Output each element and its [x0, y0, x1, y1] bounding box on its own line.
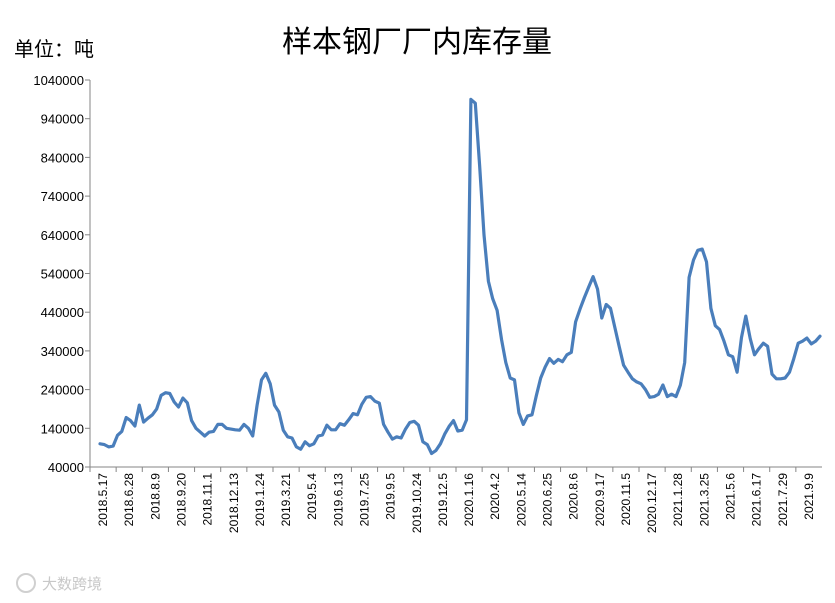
x-tick-label: 2021.6.17 — [750, 473, 764, 527]
y-tick-label: 640000 — [41, 228, 84, 243]
x-tick-label: 2018.12.13 — [227, 473, 241, 533]
series-line-0 — [98, 97, 822, 456]
watermark-logo-icon — [16, 573, 36, 593]
x-tick-label: 2021.5.6 — [724, 473, 738, 520]
axes — [89, 80, 822, 468]
x-tick-label: 2020.12.17 — [645, 473, 659, 533]
x-tick-label: 2020.4.2 — [488, 473, 502, 520]
x-tick-label: 2019.1.24 — [253, 473, 267, 527]
unit-label: 单位：吨 — [14, 37, 94, 61]
x-tick-label: 2021.9.9 — [802, 473, 816, 520]
y-tick-label: 540000 — [41, 267, 84, 282]
y-tick-label: 340000 — [41, 344, 84, 359]
y-tick-label: 240000 — [41, 383, 84, 398]
y-tick-label: 140000 — [41, 421, 84, 436]
x-tick-label: 2021.3.25 — [697, 473, 711, 527]
watermark-text: 大数跨境 — [42, 575, 102, 593]
x-tick-label: 2018.6.28 — [122, 473, 136, 527]
y-tick-label: 940000 — [41, 112, 84, 127]
x-tick-label: 2019.10.24 — [410, 473, 424, 533]
x-tick-label: 2018.11.1 — [201, 473, 215, 526]
x-tick-label: 2020.1.16 — [462, 473, 476, 527]
x-tick-label: 2020.6.25 — [541, 473, 555, 527]
x-tick-label: 2019.5.4 — [305, 473, 319, 520]
x-tick-label: 2018.8.9 — [148, 473, 162, 520]
x-tick-label: 2019.12.5 — [436, 473, 450, 527]
x-tick-label: 2020.9.17 — [593, 473, 607, 527]
x-tick-label: 2019.6.13 — [331, 473, 345, 527]
x-tick-label: 2019.3.21 — [279, 473, 293, 527]
y-tick-label: 840000 — [41, 150, 84, 165]
x-tick-label: 2021.7.29 — [776, 473, 790, 527]
x-tick-label: 2018.9.20 — [175, 473, 189, 527]
y-axis-ticks: 40000 140000 240000 340000 440000 540000 64000… — [33, 73, 90, 475]
y-tick-label: 1040000 — [33, 73, 84, 88]
x-tick-label: 2018.5.17 — [96, 473, 110, 527]
series-group — [98, 97, 822, 456]
x-tick-label: 2019.7.25 — [358, 473, 372, 527]
y-tick-label: 740000 — [41, 189, 84, 204]
y-tick-label: 440000 — [41, 305, 84, 320]
x-tick-label: 2019.9.5 — [384, 473, 398, 520]
watermark: 大数跨境 — [16, 573, 102, 593]
x-tick-label: 2021.1.28 — [671, 473, 685, 527]
y-tick-label: 40000 — [48, 460, 84, 475]
x-axis-ticks: 2018.5.17 2018.6.28 2018.8.9 2018.9.20 2018.… — [89, 467, 816, 533]
x-tick-label: 2020.5.14 — [514, 473, 528, 527]
x-tick-label: 2020.11.5 — [619, 473, 633, 526]
chart-title: 样本钢厂厂内库存量 — [282, 25, 552, 60]
x-tick-label: 2020.8.6 — [567, 473, 581, 520]
